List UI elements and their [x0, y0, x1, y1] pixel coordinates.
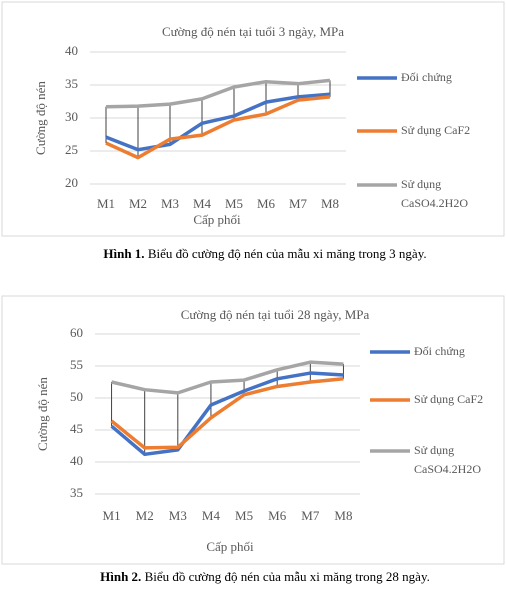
caption: Hình 1. Biểu đồ cường độ nén của mẫu xi … [103, 246, 426, 261]
x-tick-label: M6 [257, 196, 276, 211]
caption-text: Biểu đồ cường độ nén của mẫu xi măng tro… [148, 246, 427, 261]
x-axis-title: Cấp phối [193, 212, 241, 227]
x-axis-title: Cấp phối [206, 539, 254, 554]
caption-text: Biểu đồ cường độ nén của mẫu xi măng tro… [145, 569, 430, 584]
y-tick-label: 45 [70, 421, 83, 436]
legend-label: Sử dụng CaF2 [414, 392, 484, 406]
x-tick-label: M4 [193, 196, 212, 211]
series-line [105, 78, 331, 109]
x-tick-label: M5 [235, 508, 253, 523]
y-tick-label: 60 [70, 325, 83, 340]
x-tick-label: M8 [321, 196, 339, 211]
x-tick-label: M6 [268, 508, 287, 523]
y-tick-label: 30 [65, 109, 78, 124]
x-tick-label: M1 [103, 508, 121, 523]
caption-label: Hình 2. [100, 569, 141, 584]
series-line [110, 377, 344, 450]
y-tick-label: 40 [70, 453, 83, 468]
legend-entry: Đối chứng [414, 344, 465, 358]
y-axis-title: Cường độ nén [35, 377, 50, 451]
x-tick-label: M5 [225, 196, 243, 211]
chart-frame [1, 295, 505, 565]
x-tick-label: M2 [129, 196, 147, 211]
y-tick-label: 20 [65, 175, 78, 190]
series-line [105, 92, 331, 152]
series-line [105, 95, 331, 160]
y-tick-label: 50 [70, 389, 83, 404]
y-axis-title: Cường độ nén [33, 81, 48, 155]
y-tick-label: 35 [70, 485, 83, 500]
chart-frame [1, 1, 505, 237]
y-tick-label: 40 [65, 43, 78, 58]
x-tick-label: M4 [202, 508, 221, 523]
y-tick-label: 25 [65, 142, 78, 157]
x-tick-label: M3 [169, 508, 187, 523]
legend-label: Sử dụng CaF2 [401, 123, 471, 137]
legend-label: Đối chứng [401, 70, 452, 84]
y-tick-label: 35 [65, 76, 78, 91]
legend-entry: Sử dụng CaF2 [414, 392, 484, 406]
legend-entry: Sử dụng CaF2 [401, 123, 471, 137]
x-tick-label: M1 [97, 196, 115, 211]
x-tick-label: M7 [301, 508, 320, 523]
chart-title: Cường độ nén tại tuổi 28 ngày, MPa [181, 307, 370, 322]
x-tick-label: M7 [289, 196, 308, 211]
chart-title: Cường độ nén tại tuổi 3 ngày, MPa [162, 24, 344, 39]
caption-label: Hình 1. [103, 246, 144, 261]
legend-label: Đối chứng [414, 344, 465, 358]
series-line [110, 371, 344, 457]
caption: Hình 2. Biểu đồ cường độ nén của mẫu xi … [100, 569, 430, 584]
legend-label: Sử dụng CaSO4.2H2O [401, 177, 469, 210]
legend-entry: Sử dụng CaSO4.2H2O [401, 177, 469, 210]
legend-entry: Sử dụng CaSO4.2H2O [414, 443, 482, 476]
x-tick-label: M2 [136, 508, 154, 523]
x-tick-label: M3 [161, 196, 179, 211]
legend-label: Sử dụng CaSO4.2H2O [414, 443, 482, 476]
legend-entry: Đối chứng [401, 70, 452, 84]
x-tick-label: M8 [334, 508, 352, 523]
series-line [111, 360, 344, 395]
y-tick-label: 55 [70, 357, 83, 372]
